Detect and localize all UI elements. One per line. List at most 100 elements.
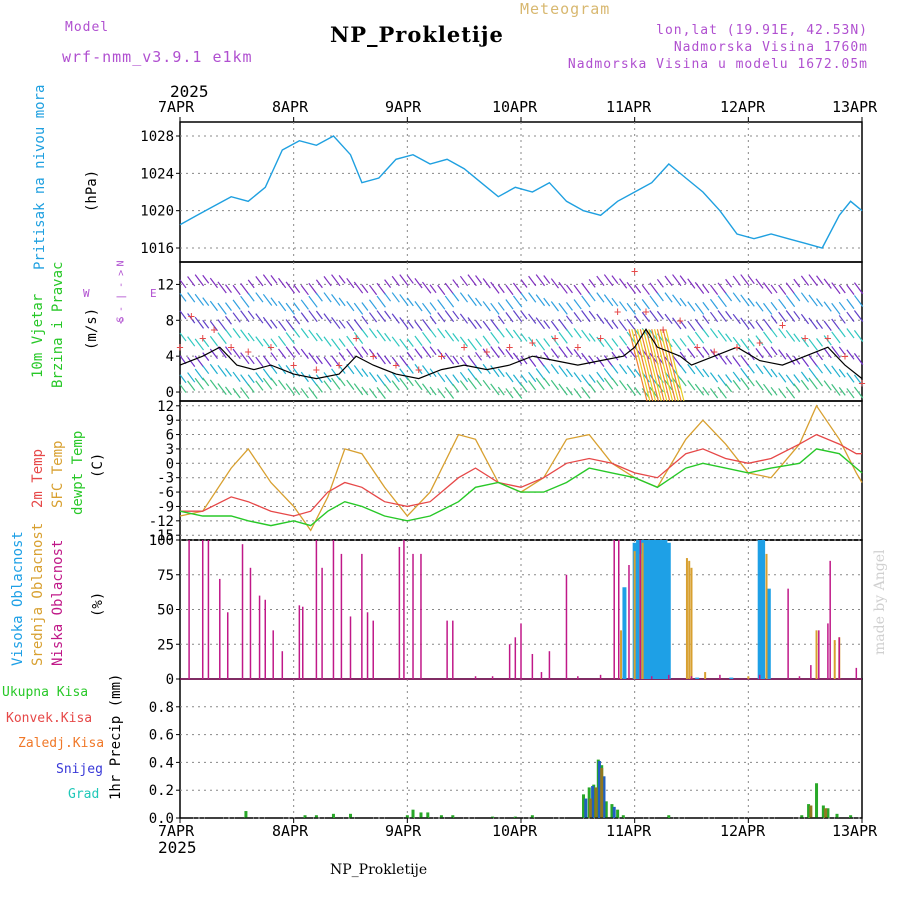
wind-barb xyxy=(528,356,537,368)
wind-barb xyxy=(209,348,218,359)
gust-marker: + xyxy=(438,349,445,363)
cloud-bar-high xyxy=(656,540,661,679)
cloud-bar-low xyxy=(201,540,204,679)
gust-marker: + xyxy=(631,264,638,278)
y-tick-label: 3 xyxy=(166,442,174,458)
wind-barb xyxy=(300,348,309,360)
wind-barb xyxy=(278,277,287,289)
wind-barb xyxy=(853,310,864,323)
wind-barb xyxy=(816,377,824,387)
year-bottom: 2025 xyxy=(158,838,197,857)
wind-barb xyxy=(391,292,400,303)
wind-barb xyxy=(619,348,628,359)
wind-barb xyxy=(452,355,460,365)
wind-barb xyxy=(816,275,824,285)
wind-barb xyxy=(406,338,414,347)
precip-bar-freezing xyxy=(824,808,828,818)
wind-barb xyxy=(581,310,591,323)
wind-barb xyxy=(679,297,687,307)
precip-bar-snow xyxy=(591,786,595,818)
wind-barb xyxy=(596,356,605,367)
gust-marker: + xyxy=(824,331,831,345)
wind-barb xyxy=(717,282,727,295)
cloud-bar-low xyxy=(613,540,615,679)
gust-marker: + xyxy=(290,358,297,372)
wind-barb xyxy=(694,302,705,315)
y-tick-label: 1020 xyxy=(140,204,174,220)
wind-barb xyxy=(747,298,755,307)
wind-barb xyxy=(224,302,232,311)
wind-barb xyxy=(376,387,386,399)
wind-barb xyxy=(187,380,196,391)
cloud-bar-high xyxy=(646,540,651,679)
cloud-bar-low xyxy=(577,676,579,679)
wind-barb xyxy=(785,282,796,295)
wind-barb xyxy=(429,302,437,311)
wind-barb xyxy=(770,284,778,294)
wind-barb xyxy=(209,335,218,347)
wind-barb xyxy=(255,336,264,347)
precip-bar-total xyxy=(491,816,495,818)
wind-barb xyxy=(217,383,227,396)
cloud-bar-low xyxy=(264,599,266,679)
wind-barb xyxy=(558,346,568,359)
cloud-bar-low xyxy=(838,637,841,679)
wind-barb xyxy=(270,338,278,348)
wind-barb xyxy=(717,386,727,399)
wind-barb xyxy=(187,356,196,368)
wind-barb xyxy=(641,284,650,296)
panel-frame-pressure xyxy=(179,121,863,263)
wind-barb xyxy=(384,310,392,320)
wind-barb xyxy=(573,284,582,296)
wind-barb xyxy=(808,354,818,367)
wind-legend-w: W xyxy=(83,287,90,300)
wind-barb xyxy=(179,279,187,289)
wind-barb xyxy=(740,274,750,287)
wind-barb xyxy=(581,386,591,399)
wind-barb xyxy=(217,346,227,359)
cloud-bar-low xyxy=(810,665,812,679)
wind-barb xyxy=(293,284,301,294)
year-top: 2025 xyxy=(170,82,209,101)
wind-barb xyxy=(437,371,446,383)
gust-marker: + xyxy=(694,340,701,354)
wind-barb xyxy=(202,274,210,284)
wind-barb xyxy=(338,377,346,387)
wind-barb xyxy=(709,372,719,383)
wind-barb xyxy=(437,299,446,310)
wind-barb xyxy=(482,301,491,312)
wind-barb xyxy=(384,374,392,384)
wind-barb xyxy=(482,335,491,346)
wind-barb xyxy=(611,351,619,361)
cloud-bar-low xyxy=(628,565,630,679)
precip-bar-total xyxy=(800,815,804,818)
precip-bar-snow xyxy=(597,761,601,818)
wind-barb xyxy=(778,311,787,323)
wind-barb xyxy=(679,275,687,285)
wind-barb xyxy=(437,284,446,296)
wind-barb xyxy=(497,346,505,356)
wind-barb xyxy=(194,338,205,351)
wind-barb xyxy=(755,363,764,375)
wind-barb xyxy=(747,338,755,347)
wind-barb xyxy=(338,352,346,361)
wind-barb xyxy=(414,278,423,289)
wind-barb xyxy=(626,281,636,294)
wind-barb xyxy=(702,328,710,338)
wind-barb xyxy=(384,383,392,393)
wind-barb xyxy=(778,388,787,399)
wind-barb xyxy=(315,332,323,342)
wind-barb xyxy=(823,363,832,375)
wind-barb xyxy=(368,328,378,339)
wind-barb xyxy=(793,310,801,320)
wind-barb xyxy=(853,282,864,295)
wind-barb xyxy=(353,332,364,344)
wind-barb xyxy=(694,346,705,359)
wind-barb xyxy=(853,353,864,365)
wind-barb xyxy=(300,312,309,323)
wind-barb xyxy=(278,348,287,359)
cloud-bar-low xyxy=(491,676,494,679)
wind-barb xyxy=(194,355,205,368)
wind-barb xyxy=(361,284,369,294)
cloud-bar-low xyxy=(548,651,551,679)
